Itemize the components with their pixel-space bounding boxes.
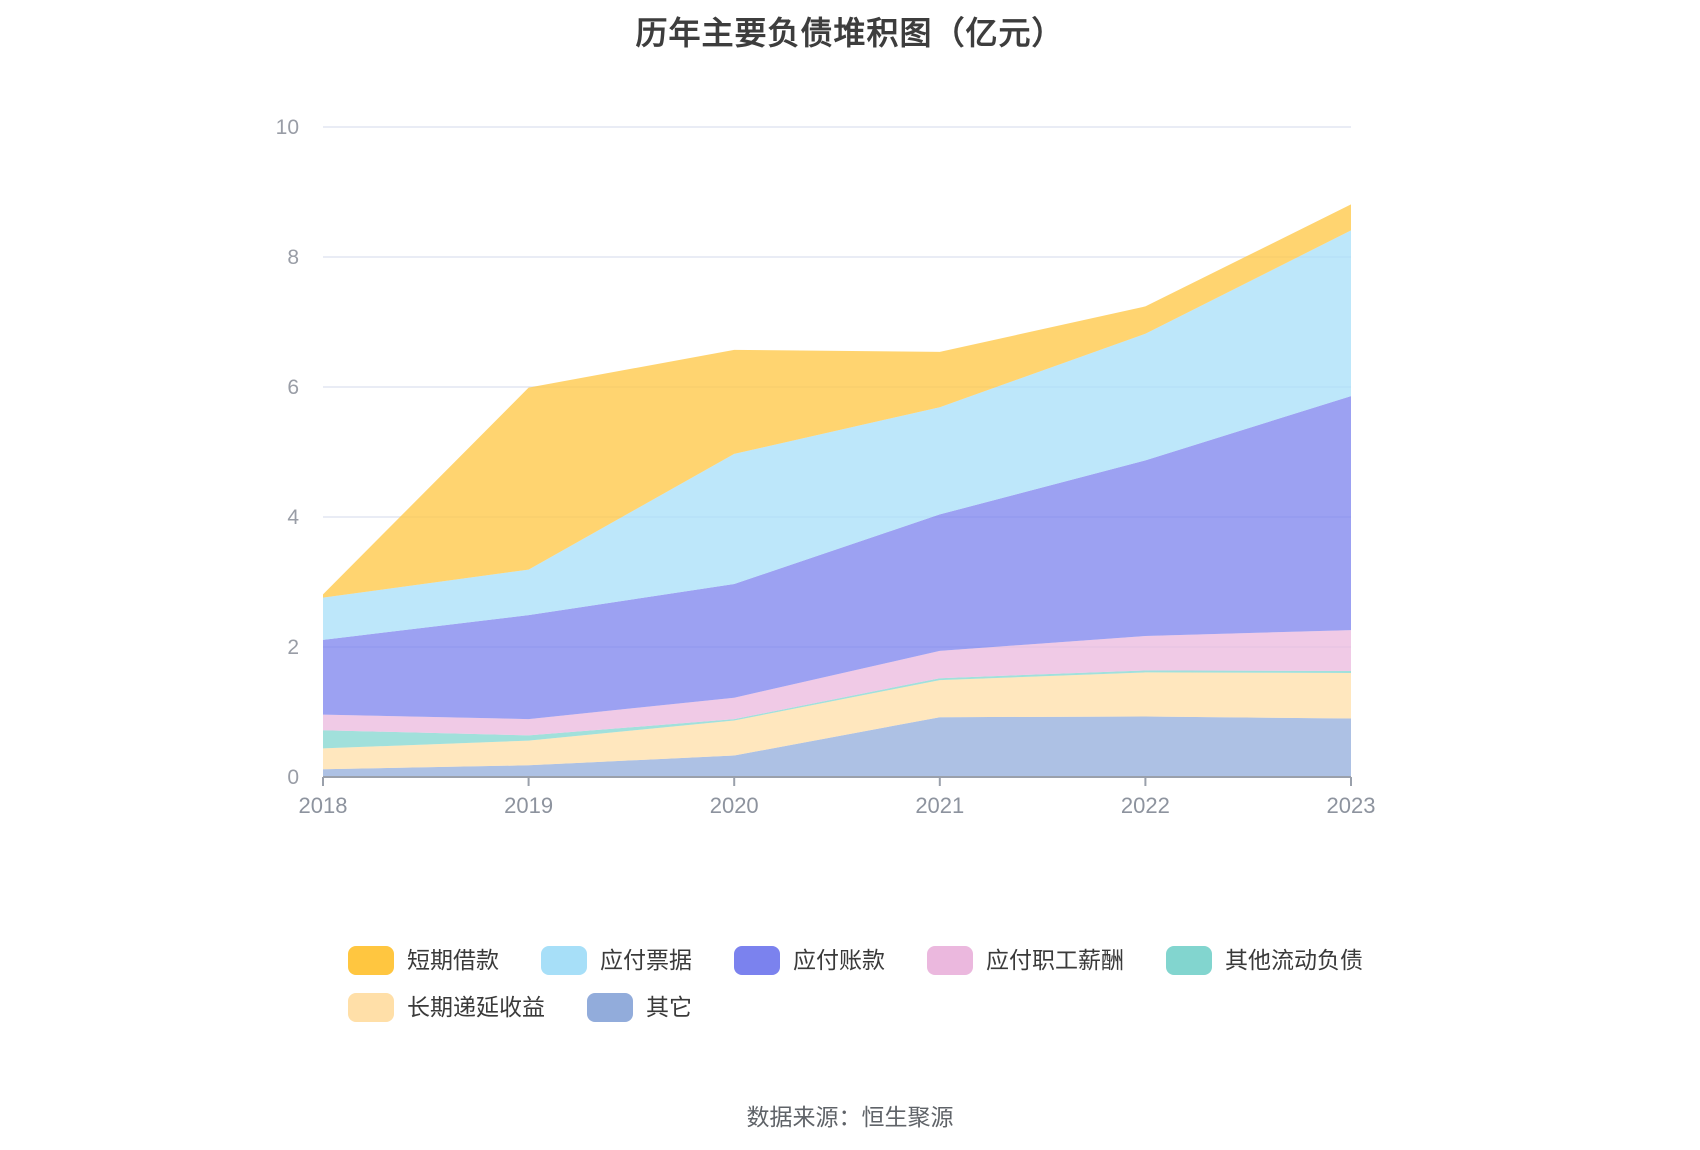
- y-axis-label: 6: [287, 376, 299, 399]
- x-axis-label: 2020: [710, 793, 759, 818]
- legend-item-others[interactable]: 其它: [587, 993, 692, 1022]
- legend-item-employee-compensation[interactable]: 应付职工薪酬: [927, 946, 1124, 975]
- area-accounts-payable[interactable]: [323, 396, 1351, 720]
- x-axis-label: 2021: [915, 793, 964, 818]
- x-axis-label: 2022: [1121, 793, 1170, 818]
- legend-label: 短期借款: [407, 947, 499, 973]
- legend-swatch-other-current-liabilities: [1166, 946, 1212, 975]
- chart-title: 历年主要负债堆积图（亿元）: [635, 15, 1065, 51]
- data-source-note: 数据来源：恒生聚源: [746, 1104, 954, 1130]
- chart-legend: 短期借款 应付票据 应付账款 应付职工薪酬 其他流动负债长期递延收益 其它: [348, 946, 1363, 1022]
- y-axis-label: 10: [276, 116, 299, 139]
- plot-area: 0 2 4 6 8 10 2018 2019 2020 2021 2022 2023: [276, 116, 1376, 818]
- area-long-term-deferred-income[interactable]: [323, 672, 1351, 770]
- legend-label: 应付票据: [600, 947, 692, 973]
- legend-label: 应付账款: [793, 947, 885, 973]
- area-short-term-borrowings[interactable]: [323, 204, 1351, 598]
- legend-label: 其他流动负债: [1225, 947, 1363, 973]
- legend-swatch-long-term-deferred-income: [348, 993, 394, 1022]
- y-axis-label: 4: [287, 506, 299, 529]
- legend-item-short-term-borrowings[interactable]: 短期借款: [348, 946, 499, 975]
- legend-item-long-term-deferred-income[interactable]: 长期递延收益: [348, 993, 545, 1022]
- area-employee-compensation[interactable]: [323, 630, 1351, 736]
- legend-row-2: 长期递延收益 其它: [348, 993, 1363, 1022]
- legend-swatch-employee-compensation: [927, 946, 973, 975]
- x-axis-label: 2023: [1327, 793, 1376, 818]
- x-axis-label: 2019: [504, 793, 553, 818]
- legend-swatch-accounts-payable: [734, 946, 780, 975]
- y-axis-label: 2: [287, 636, 299, 659]
- legend-swatch-others: [587, 993, 633, 1022]
- legend-row-1: 短期借款 应付票据 应付账款 应付职工薪酬 其他流动负债: [348, 946, 1363, 975]
- legend-item-other-current-liabilities[interactable]: 其他流动负债: [1166, 946, 1363, 975]
- legend-label: 长期递延收益: [407, 994, 545, 1020]
- area-others[interactable]: [323, 716, 1351, 778]
- legend-label: 其它: [646, 994, 692, 1020]
- legend-swatch-short-term-borrowings: [348, 946, 394, 975]
- legend-item-accounts-payable[interactable]: 应付账款: [734, 946, 885, 975]
- area-other-current-liabilities[interactable]: [323, 670, 1351, 749]
- y-axis-label: 0: [287, 766, 299, 789]
- legend-item-notes-payable[interactable]: 应付票据: [541, 946, 692, 975]
- x-axis-label: 2018: [299, 793, 348, 818]
- area-notes-payable[interactable]: [323, 230, 1351, 640]
- y-axis-label: 8: [287, 246, 299, 269]
- legend-label: 应付职工薪酬: [986, 947, 1124, 973]
- legend-swatch-notes-payable: [541, 946, 587, 975]
